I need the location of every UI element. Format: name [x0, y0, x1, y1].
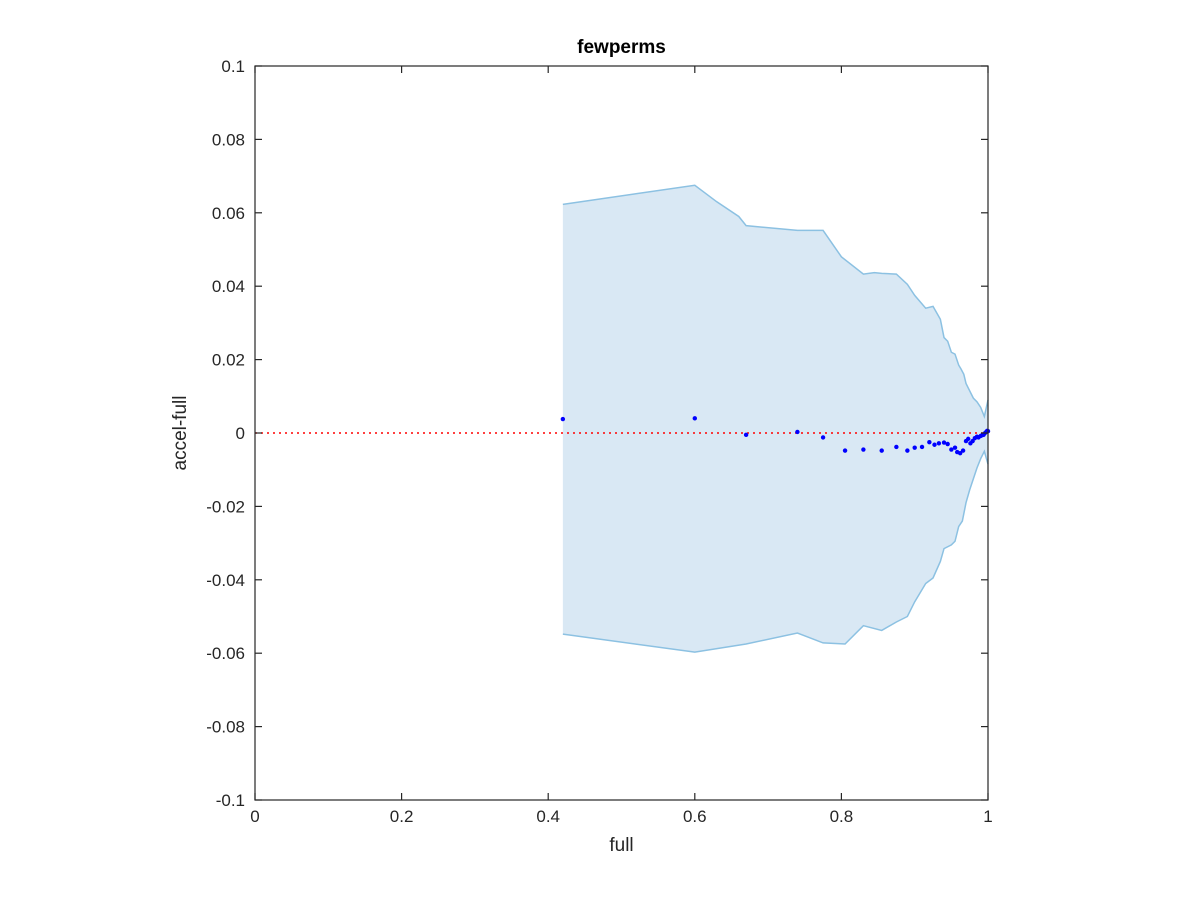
- data-point: [820, 435, 826, 440]
- data-point: [952, 445, 958, 450]
- data-point: [912, 445, 917, 450]
- y-tick-label: -0.02: [206, 497, 245, 516]
- x-tick-label: 1: [983, 807, 992, 826]
- x-axis-label: full: [609, 835, 633, 856]
- data-point: [936, 441, 942, 446]
- data-point: [879, 448, 884, 453]
- confidence-band-layer: [562, 184, 989, 653]
- x-tick-label: 0.2: [390, 807, 414, 826]
- chart-title: fewperms: [577, 37, 666, 58]
- data-point: [919, 444, 925, 450]
- y-tick-label: -0.04: [206, 571, 245, 590]
- data-point: [960, 448, 966, 453]
- data-point: [795, 429, 800, 435]
- y-tick-label: -0.06: [206, 644, 245, 663]
- data-point: [894, 444, 899, 450]
- data-point: [941, 440, 947, 445]
- y-tick-label: 0: [236, 424, 245, 443]
- x-tick-label: 0.8: [830, 807, 854, 826]
- data-point: [966, 436, 971, 442]
- x-tick-label: 0.6: [683, 807, 707, 826]
- data-point: [743, 432, 749, 438]
- confidence-band-area: [562, 185, 988, 653]
- data-point: [945, 441, 950, 447]
- data-point: [861, 447, 866, 452]
- band-upper-edge: [562, 184, 989, 420]
- y-tick-label: 0.02: [212, 351, 245, 370]
- scatter-points-layer: [560, 416, 991, 456]
- y-tick-label: 0.06: [212, 204, 245, 223]
- y-tick-label: 0.04: [212, 277, 245, 296]
- data-point: [957, 450, 963, 456]
- data-point: [560, 416, 566, 422]
- y-tick-label: 0.08: [212, 130, 245, 149]
- data-point: [842, 448, 848, 453]
- data-point: [927, 439, 932, 445]
- x-tick-label: 0.4: [536, 807, 560, 826]
- y-tick-label: 0.1: [221, 57, 245, 76]
- data-point: [692, 416, 697, 421]
- data-point: [932, 442, 937, 447]
- y-axis-label: accel-full: [170, 396, 191, 471]
- y-tick-label: -0.1: [216, 791, 245, 810]
- band-lower-edge: [562, 449, 989, 653]
- x-tick-label: 0: [250, 807, 259, 826]
- data-point: [905, 448, 910, 453]
- ticks-layer: 0 0.2 0.4 0.6 0.8 1 -0.1 -0.08 -0.06 -0.04 -0.02 0 0…: [206, 57, 992, 826]
- data-point: [949, 447, 954, 452]
- y-tick-label: -0.08: [206, 718, 245, 737]
